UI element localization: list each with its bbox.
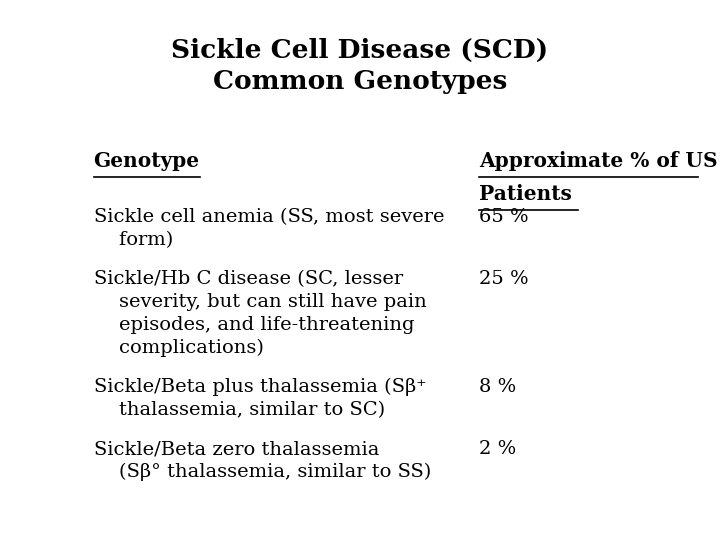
Text: Patients: Patients bbox=[479, 184, 572, 204]
Text: 2 %: 2 % bbox=[479, 440, 516, 458]
Text: 65 %: 65 % bbox=[479, 208, 528, 226]
Text: Sickle/Hb C disease (SC, lesser
    severity, but can still have pain
    episod: Sickle/Hb C disease (SC, lesser severity… bbox=[94, 270, 426, 357]
Text: Sickle/Beta plus thalassemia (Sβ⁺
    thalassemia, similar to SC): Sickle/Beta plus thalassemia (Sβ⁺ thalas… bbox=[94, 378, 426, 419]
Text: Sickle/Beta zero thalassemia
    (Sβ° thalassemia, similar to SS): Sickle/Beta zero thalassemia (Sβ° thalas… bbox=[94, 440, 431, 481]
Text: Genotype: Genotype bbox=[94, 151, 199, 171]
Text: Approximate % of US: Approximate % of US bbox=[479, 151, 717, 171]
Text: Sickle cell anemia (SS, most severe
    form): Sickle cell anemia (SS, most severe form… bbox=[94, 208, 444, 249]
Text: 25 %: 25 % bbox=[479, 270, 528, 288]
Text: 8 %: 8 % bbox=[479, 378, 516, 396]
Text: Sickle Cell Disease (SCD)
Common Genotypes: Sickle Cell Disease (SCD) Common Genotyp… bbox=[171, 38, 549, 94]
